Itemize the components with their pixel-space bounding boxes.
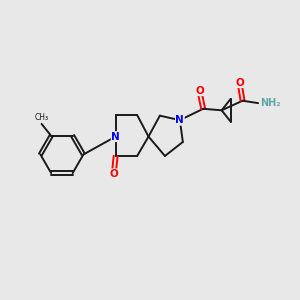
Text: NH₂: NH₂ <box>260 98 281 108</box>
Text: CH₃: CH₃ <box>34 112 49 122</box>
Text: N: N <box>111 132 120 142</box>
Text: N: N <box>176 115 184 125</box>
Text: O: O <box>110 169 118 179</box>
Text: O: O <box>236 77 244 88</box>
Text: O: O <box>196 85 205 96</box>
